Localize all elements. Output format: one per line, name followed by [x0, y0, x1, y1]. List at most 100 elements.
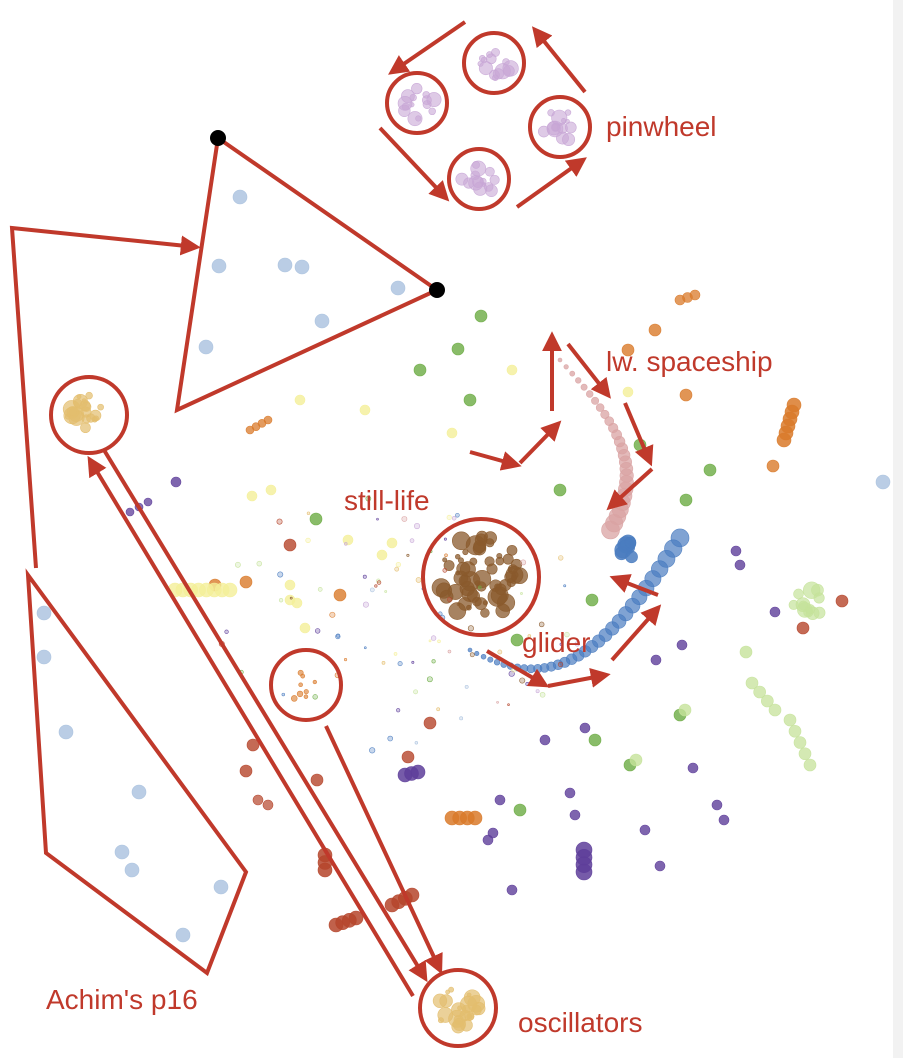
triangle-vertex-right	[429, 282, 445, 298]
scatter-point-370	[650, 654, 662, 666]
scatter-point-407	[446, 514, 452, 521]
scatter-point-305	[348, 910, 364, 926]
scatter-point-41	[551, 122, 560, 132]
scatter-point-469	[256, 560, 263, 567]
scatter-point-164	[312, 679, 317, 685]
scatter-point-441	[527, 634, 532, 638]
scatter-point-102	[448, 602, 467, 620]
scatter-point-472	[456, 602, 461, 606]
scatter-point-351	[788, 724, 802, 738]
oscillator-arrow-up	[87, 455, 415, 998]
scatter-point-393	[415, 577, 422, 583]
scatter-point-400	[447, 649, 452, 654]
scatter-point-408	[519, 677, 526, 684]
scatter-point-399	[406, 553, 410, 557]
scatter-point-358	[125, 507, 135, 517]
glider-arrow-4	[609, 574, 659, 597]
glider-arrow-2	[547, 668, 611, 688]
scatter-point-26	[411, 82, 423, 95]
scatter-point-177	[36, 605, 52, 621]
scatter-point-464	[395, 561, 401, 568]
scatter-point-450	[451, 516, 457, 521]
scatter-point-456	[384, 590, 388, 593]
pinwheel-arrow-1	[388, 20, 467, 75]
scatter-point-296	[401, 750, 415, 764]
scatter-point-139	[448, 986, 455, 993]
pinwheel-arrow-3	[515, 157, 587, 209]
scatter-point-280	[333, 588, 347, 602]
pinwheel-arrow-2	[378, 126, 450, 202]
scatter-point-346	[745, 676, 759, 690]
scatter-point-343	[798, 600, 809, 611]
spaceship-arrow-6	[606, 467, 654, 511]
scatter-point-249	[624, 536, 637, 549]
label-pinwheel: pinwheel	[606, 111, 717, 142]
spaceship-arrow-5	[623, 402, 654, 467]
scatter-point-54	[485, 184, 498, 197]
scatter-point-14	[428, 107, 436, 116]
scatter-point-471	[437, 639, 441, 644]
scatter-point-260	[703, 463, 717, 477]
scatter-point-417	[525, 681, 530, 687]
scatter-point-189	[575, 377, 582, 384]
scatter-point-324	[291, 597, 303, 609]
scatter-point-216	[493, 659, 501, 666]
scatter-point-470	[497, 649, 503, 655]
scatter-point-290	[263, 415, 273, 425]
scatter-point-158	[467, 1013, 473, 1020]
scatter-point-176	[198, 339, 214, 355]
scatter-point-356	[678, 703, 692, 717]
scatter-point-433	[557, 661, 564, 667]
scatter-point-175	[314, 313, 330, 329]
scatter-point-46	[489, 174, 500, 185]
scatter-point-286	[467, 810, 483, 826]
scatter-point-161	[445, 989, 451, 995]
scatter-point-425	[289, 596, 293, 600]
scatter-point-12	[480, 56, 488, 64]
scatter-points	[36, 48, 891, 1034]
scatter-point-252	[474, 309, 488, 323]
scatter-point-333	[284, 579, 296, 591]
scatter-point-460	[520, 592, 523, 595]
annotations	[9, 31, 592, 1048]
scatter-point-401	[362, 601, 369, 608]
scatter-point-214	[480, 653, 487, 660]
scatter-point-453	[413, 523, 421, 530]
scatter-point-137	[66, 406, 79, 419]
scatter-point-447	[496, 700, 499, 704]
scatter-point-476	[564, 631, 570, 638]
scatter-point-84	[506, 544, 518, 556]
scatter-point-344	[793, 588, 804, 600]
scatter-point-330	[506, 364, 518, 376]
scatter-point-411	[317, 587, 323, 592]
scatter-point-396	[507, 703, 510, 706]
scatter-point-445	[281, 692, 286, 697]
scatter-point-277	[621, 343, 635, 357]
scatter-point-279	[766, 459, 780, 473]
scatter-point-368	[730, 545, 742, 557]
glider-arrow-1	[485, 649, 550, 688]
oscillator-circle-upper	[49, 375, 129, 455]
scatter-point-341	[788, 599, 799, 610]
scatter-point-179	[58, 724, 74, 740]
oscillator-arrow-down	[102, 448, 428, 983]
scatter-point-166	[300, 673, 306, 679]
scatter-point-412	[381, 661, 386, 665]
scatter-point-347	[753, 685, 766, 699]
label-oscillators: oscillators	[518, 1007, 642, 1038]
arrows	[87, 20, 662, 998]
scatter-point-243	[670, 528, 690, 548]
scatter-point-371	[687, 762, 699, 774]
small-cluster-arrow	[324, 725, 443, 975]
scatter-point-135	[80, 406, 92, 418]
scatter-point-403	[411, 660, 415, 664]
scatter-point-169	[290, 695, 298, 702]
scatter-point-215	[487, 656, 494, 663]
scatter-point-168	[298, 682, 303, 688]
scatter-point-428	[343, 658, 348, 662]
scatter-point-463	[401, 516, 408, 522]
scatter-point-442	[376, 580, 382, 585]
scatter-point-156	[452, 1017, 466, 1031]
scatter-point-115	[466, 604, 472, 611]
scatter-point-124	[91, 416, 98, 423]
